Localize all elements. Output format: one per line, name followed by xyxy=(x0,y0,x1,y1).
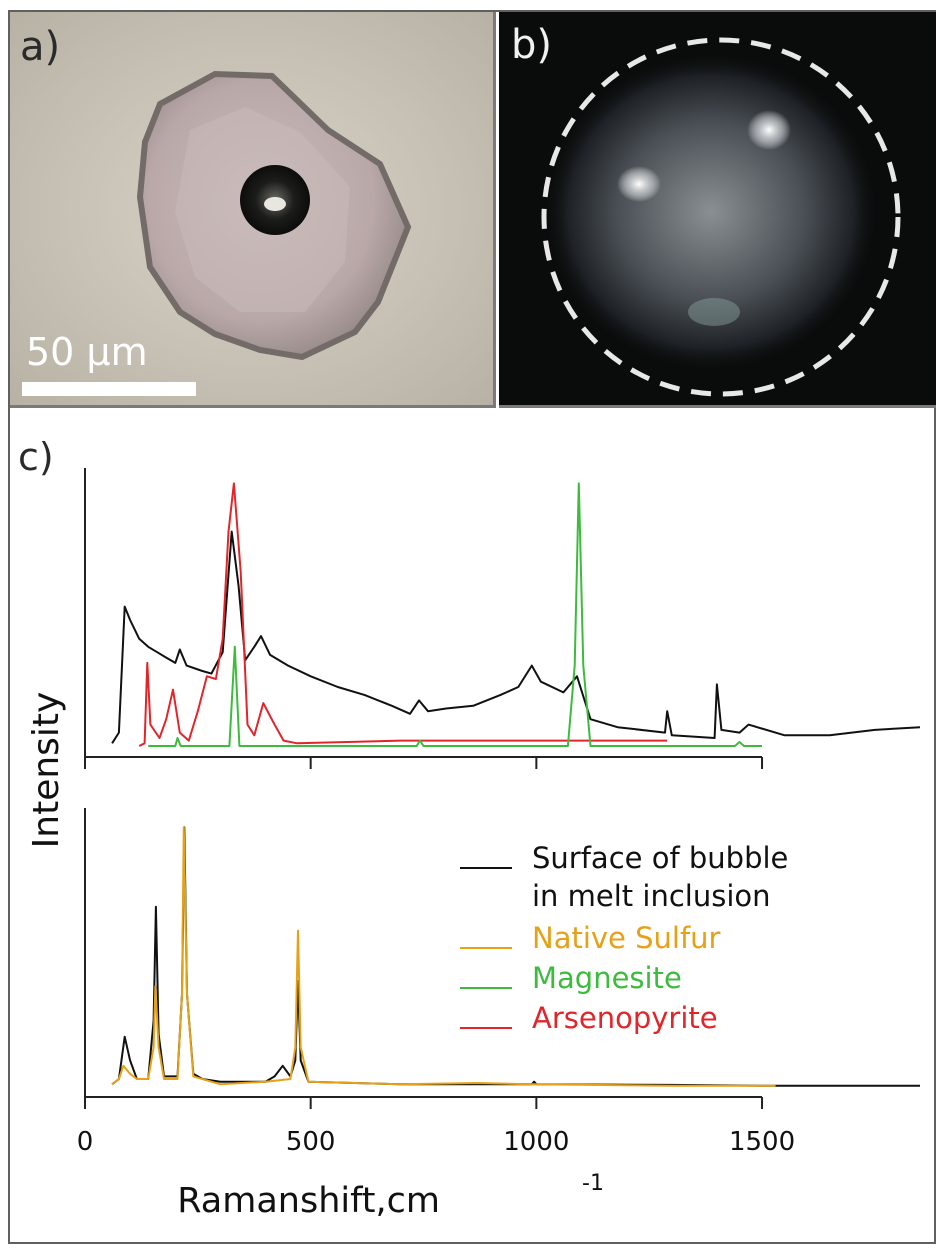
legend-label-arsenopyrite: Arsenopyrite xyxy=(532,1001,718,1035)
top-subplot xyxy=(84,468,921,769)
figure-frame xyxy=(8,10,936,1244)
panel-b-darkfield: b) xyxy=(499,12,936,408)
legend: Surface of bubble in melt inclusion Native… xyxy=(460,841,788,1035)
bottom-series-bubble xyxy=(111,826,920,1087)
panel-a-label: a) xyxy=(20,24,61,70)
legend-label-bubble: in melt inclusion xyxy=(532,879,771,913)
x-tick-label-0: 0 xyxy=(77,1127,94,1157)
legend-label-bubble: Surface of bubble xyxy=(532,841,788,875)
x-tick-label-1500: 1500 xyxy=(729,1127,795,1157)
bottom-subplot xyxy=(84,808,920,1109)
x-axis-label: Ramanshift,cm xyxy=(177,1181,440,1221)
bottom-series-sulfur xyxy=(111,826,776,1087)
scale-bar xyxy=(22,382,196,396)
bubble-darkfield-image xyxy=(541,37,901,397)
y-axis-label: Intensity xyxy=(26,692,67,849)
bubble-outline xyxy=(541,37,901,397)
legend-label-sulfur: Native Sulfur xyxy=(532,921,721,955)
x-tick-label-1000: 1000 xyxy=(503,1127,569,1157)
top-series-magnesite xyxy=(148,482,762,747)
legend-label-magnesite: Magnesite xyxy=(532,961,682,995)
x-axis-label-superscript: -1 xyxy=(582,1171,604,1196)
scale-bar-label: 50 µm xyxy=(26,330,148,374)
x-tick-label-500: 500 xyxy=(286,1127,336,1157)
x-axis-ticks: 0 500 1000 1500 xyxy=(77,1127,795,1157)
panel-b-label: b) xyxy=(511,22,552,68)
panel-a-micrograph: a) 50 µm xyxy=(10,12,496,408)
top-series-arsenopyrite xyxy=(138,482,668,747)
panel-c-label: c) xyxy=(18,435,54,479)
top-series-bubble xyxy=(111,530,921,744)
melt-inclusion-image xyxy=(10,12,493,405)
